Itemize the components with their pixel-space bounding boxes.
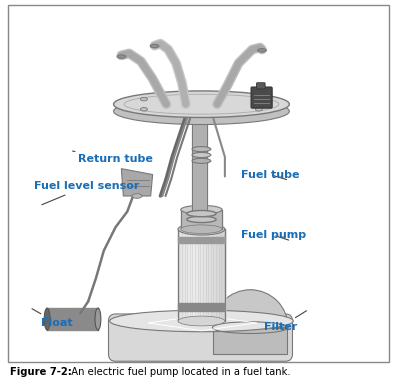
- Ellipse shape: [44, 308, 50, 330]
- Ellipse shape: [187, 211, 216, 217]
- Ellipse shape: [178, 316, 225, 326]
- Ellipse shape: [132, 194, 142, 198]
- Text: Figure 7-2:: Figure 7-2:: [10, 367, 72, 377]
- Ellipse shape: [114, 98, 289, 125]
- FancyBboxPatch shape: [251, 87, 272, 108]
- Ellipse shape: [117, 55, 126, 58]
- Text: Fuel level sensor: Fuel level sensor: [34, 181, 139, 205]
- FancyBboxPatch shape: [213, 328, 287, 354]
- Ellipse shape: [150, 44, 159, 48]
- Ellipse shape: [178, 223, 225, 235]
- Ellipse shape: [114, 91, 289, 118]
- Ellipse shape: [255, 107, 263, 111]
- Ellipse shape: [95, 308, 101, 330]
- Ellipse shape: [187, 216, 216, 223]
- Text: Return tube: Return tube: [73, 151, 153, 164]
- Text: An electric fuel pump located in a fuel tank.: An electric fuel pump located in a fuel …: [65, 367, 290, 377]
- Ellipse shape: [181, 205, 222, 214]
- Ellipse shape: [255, 97, 263, 101]
- Ellipse shape: [140, 107, 148, 111]
- Text: Fuel tube: Fuel tube: [241, 169, 299, 180]
- FancyBboxPatch shape: [257, 83, 265, 89]
- Ellipse shape: [181, 225, 222, 234]
- Ellipse shape: [140, 97, 148, 101]
- Ellipse shape: [192, 158, 211, 163]
- Ellipse shape: [258, 49, 266, 52]
- FancyBboxPatch shape: [109, 314, 292, 361]
- Ellipse shape: [110, 310, 293, 332]
- Text: Float: Float: [32, 309, 73, 328]
- Ellipse shape: [192, 147, 211, 152]
- Polygon shape: [121, 169, 153, 196]
- Wedge shape: [212, 290, 288, 328]
- Text: Filter: Filter: [264, 311, 306, 332]
- Text: Fuel pump: Fuel pump: [241, 230, 306, 240]
- Ellipse shape: [192, 152, 211, 158]
